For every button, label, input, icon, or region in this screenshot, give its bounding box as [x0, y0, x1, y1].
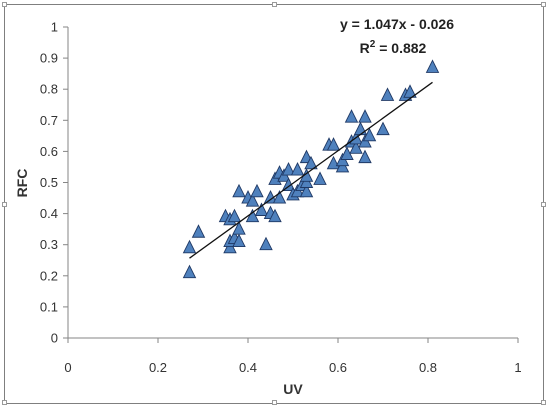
data-point: [250, 183, 264, 198]
y-tick-label: 0.8: [40, 82, 58, 97]
data-points: [182, 59, 440, 279]
y-tick-label: 0.3: [40, 237, 58, 252]
data-point: [227, 208, 242, 223]
y-tick-label: 0: [51, 331, 58, 346]
data-point: [182, 239, 197, 254]
resize-handle-top-mid[interactable]: [272, 2, 277, 7]
data-point: [268, 208, 282, 223]
x-tick-label: 0.6: [329, 360, 347, 375]
data-point: [358, 149, 372, 164]
y-tick-labels: 0 0.1 0.2 0.3 0.4 0.5 0.6 0.7 0.8 0.9 1: [40, 20, 58, 346]
data-point: [182, 264, 197, 279]
y-tick-marks: [63, 26, 68, 339]
x-tick-label: 0.4: [239, 360, 257, 375]
x-tick-label: 0.8: [419, 360, 437, 375]
y-tick-label: 0.7: [40, 113, 58, 128]
data-point: [425, 59, 440, 73]
data-point: [232, 233, 246, 248]
y-axis-title: RFC: [14, 169, 30, 198]
x-tick-label: 1: [514, 360, 521, 375]
data-point: [304, 155, 318, 170]
data-point: [353, 121, 368, 136]
x-tick-label: 0.2: [149, 360, 167, 375]
resize-handle-mid-left[interactable]: [2, 202, 7, 207]
data-point: [376, 121, 390, 136]
y-tick-label: 0.2: [40, 268, 58, 283]
data-point: [259, 236, 273, 251]
data-point: [245, 193, 260, 207]
x-tick-labels: 0 0.2 0.4 0.6 0.8 1: [64, 360, 521, 375]
data-point: [232, 183, 246, 198]
trendline: [189, 81, 433, 259]
y-tick-label: 0.9: [40, 51, 58, 66]
data-point: [403, 84, 417, 98]
data-point: [232, 221, 246, 235]
data-point: [299, 183, 314, 198]
data-point: [326, 137, 341, 151]
data-point: [313, 171, 327, 185]
y-tick-label: 0.5: [40, 175, 58, 190]
data-point: [362, 127, 377, 142]
resize-handle-mid-right[interactable]: [541, 202, 546, 207]
data-point: [290, 162, 305, 176]
x-axis-title: UV: [283, 381, 303, 397]
x-tick-marks: [67, 338, 519, 343]
resize-handle-bottom-right[interactable]: [541, 400, 546, 405]
resize-handle-top-right[interactable]: [541, 2, 546, 7]
y-tick-label: 0.6: [40, 144, 58, 159]
data-point: [344, 109, 359, 123]
data-point: [254, 202, 269, 216]
y-tick-label: 0.1: [40, 299, 58, 314]
r-squared-label: R2 = 0.882: [360, 39, 427, 56]
y-tick-label: 1: [51, 20, 58, 35]
x-tick-label: 0: [64, 360, 71, 375]
resize-handle-bottom-left[interactable]: [2, 400, 7, 405]
resize-handle-bottom-mid[interactable]: [272, 400, 277, 405]
chart-frame: [4, 4, 544, 404]
data-point: [191, 224, 206, 238]
y-tick-label: 0.4: [40, 206, 58, 221]
data-point: [380, 87, 395, 101]
data-point: [358, 109, 372, 123]
trendline-equation: y = 1.047x - 0.026: [340, 16, 454, 32]
resize-handle-top-left[interactable]: [2, 2, 7, 7]
data-point: [272, 190, 287, 204]
data-point: [281, 162, 296, 176]
